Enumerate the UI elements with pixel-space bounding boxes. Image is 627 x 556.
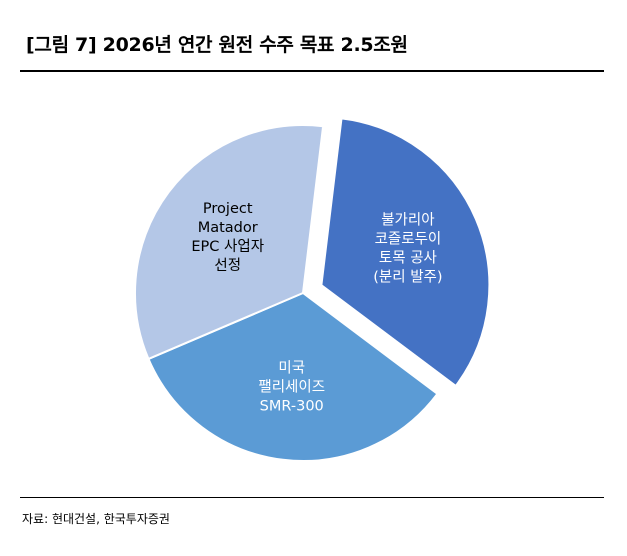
slice-label-line: 코즐로두이 xyxy=(375,231,442,248)
chart-title: [그림 7] 2026년 연간 원전 수주 목표 2.5조원 xyxy=(26,34,408,56)
slice-label-line: 미국 xyxy=(278,359,305,376)
slice-label-line: 팰리세이즈 xyxy=(258,378,325,395)
slice-label-line: 토목 공사 xyxy=(379,250,437,267)
slice-label-line: (분리 발주) xyxy=(373,269,442,286)
source-rule xyxy=(20,497,604,498)
slice-label-line: Matador xyxy=(198,220,258,236)
slice-label-line: 불가리아 xyxy=(381,212,434,229)
slice-label-line: SMR-300 xyxy=(260,398,324,414)
pie-slice-3 xyxy=(134,124,325,361)
source-note: 자료: 현대건설, 한국투자증권 xyxy=(22,512,170,526)
title-rule xyxy=(20,70,604,72)
pie-slice-1 xyxy=(320,117,491,388)
slice-label-line: EPC 사업자 xyxy=(191,238,264,255)
slice-label-line: Project xyxy=(203,201,253,217)
pie-slice-2 xyxy=(147,291,439,462)
slice-label-line: 선정 xyxy=(214,257,241,274)
